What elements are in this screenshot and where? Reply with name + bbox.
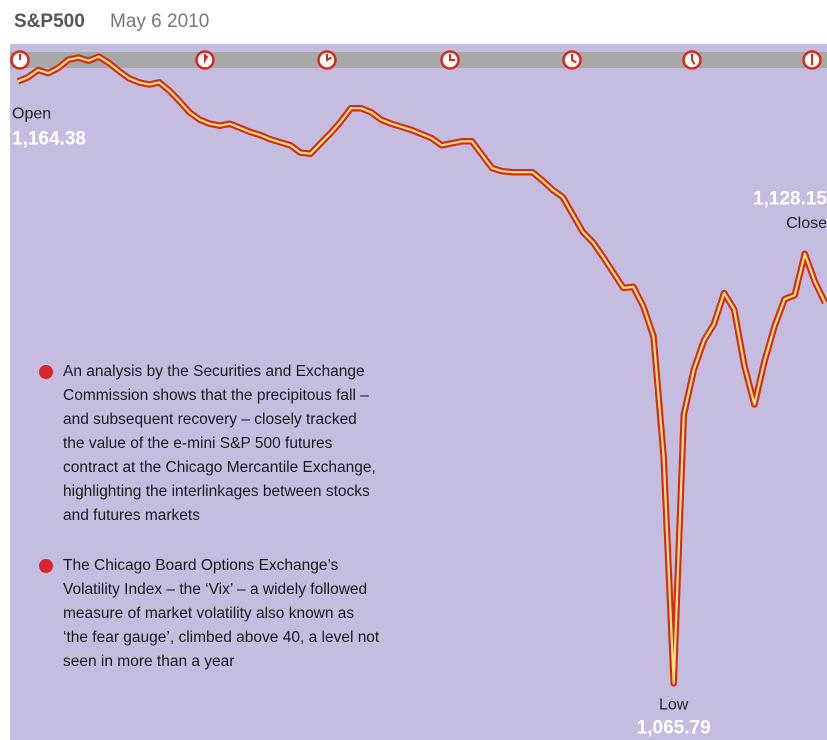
bullet	[39, 559, 53, 573]
note-text: highlighting the interlinkages between s…	[63, 483, 370, 500]
clock-hands	[204, 54, 209, 64]
annotation-label: Close	[786, 215, 827, 232]
chart-subtitle: May 6 2010	[110, 11, 209, 32]
line-core	[17, 55, 826, 685]
note-text: Volatility Index – the ‘Vix’ – a widely …	[63, 581, 367, 598]
note-text: measure of market volatility also known …	[63, 605, 354, 622]
time-bar	[10, 50, 827, 70]
clock-hands	[571, 54, 577, 64]
note-text: and futures markets	[63, 507, 200, 524]
annotation-label: Open	[12, 106, 51, 123]
clock-hands	[326, 54, 332, 62]
annotation-value: 1,128.15	[753, 189, 827, 210]
note-text: ‘the fear gauge’, climbed above 40, a le…	[63, 629, 380, 646]
note-text: Commission shows that the precipitous fa…	[63, 387, 369, 404]
note-text: contract at the Chicago Mercantile Excha…	[63, 459, 376, 476]
note-text: and subsequent recovery – closely tracke…	[63, 411, 357, 428]
note-text: seen in more than a year	[63, 653, 234, 670]
clock-hands	[691, 54, 696, 65]
note-text: The Chicago Board Options Exchange’s	[63, 557, 339, 574]
note-text: An analysis by the Securities and Exchan…	[63, 363, 365, 380]
note-text: the value of the e-mini S&P 500 futures	[63, 435, 333, 452]
chart-title: S&P500	[14, 11, 85, 32]
bullet	[39, 365, 53, 379]
annotation-value: 1,164.38	[12, 128, 86, 149]
annotation-value: 1,065.79	[637, 717, 711, 738]
time-bar-band	[10, 52, 827, 68]
annotation-label: Low	[659, 697, 689, 714]
clock-hands	[449, 54, 455, 61]
